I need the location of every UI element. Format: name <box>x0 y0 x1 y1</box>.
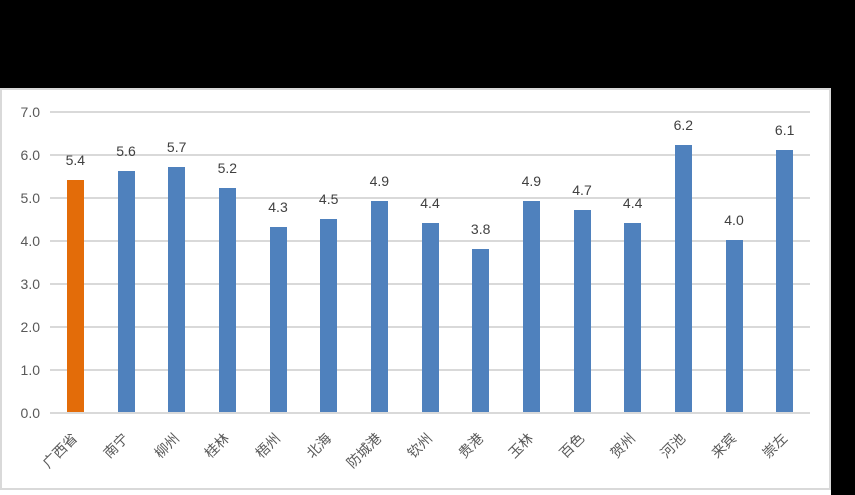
bar-value-label: 4.4 <box>622 194 643 211</box>
x-axis-category-label: 柳州 <box>150 430 182 462</box>
x-axis-category-label: 北海 <box>302 430 334 462</box>
bar-value-label: 5.2 <box>217 160 238 177</box>
x-axis-category-label: 崇左 <box>758 430 790 462</box>
x-axis-category-label: 南宁 <box>100 430 132 462</box>
y-axis-tick-label: 2.0 <box>20 319 40 335</box>
bar-value-label: 3.8 <box>470 220 491 237</box>
x-axis-category-label: 梧州 <box>252 430 284 462</box>
bar-value-label: 4.0 <box>724 212 744 228</box>
bar-value-label: 4.4 <box>420 194 440 211</box>
bar-value-label: 4.9 <box>369 173 390 190</box>
x-axis-category-label: 贺州 <box>606 430 638 462</box>
chart-bar-11 <box>573 209 591 412</box>
bar-value-label: 4.5 <box>318 190 339 207</box>
bar-value-label: 5.6 <box>116 143 136 160</box>
chart-bar-9 <box>472 248 490 412</box>
chart-bar-3 <box>168 166 186 412</box>
x-axis-category-label: 桂林 <box>201 430 233 462</box>
gridline <box>50 154 810 156</box>
bar-value-label: 6.1 <box>774 121 795 138</box>
chart-bar-1 <box>66 179 84 412</box>
bar-value-label: 4.3 <box>268 199 288 216</box>
chart-bar-14 <box>725 240 743 412</box>
chart-bar-4 <box>218 188 236 412</box>
y-axis-tick-label: 5.0 <box>20 190 40 206</box>
x-axis-category-label: 钦州 <box>404 430 436 462</box>
x-axis-category-label: 贵港 <box>454 430 486 462</box>
y-axis-tick-label: 1.0 <box>20 362 40 378</box>
gridline <box>50 111 810 113</box>
chart-bar-8 <box>421 222 439 412</box>
chart-bar-6 <box>320 218 338 412</box>
bar-value-label: 5.7 <box>166 138 187 155</box>
chart-bar-13 <box>674 145 692 412</box>
chart-bar-15 <box>776 149 794 412</box>
bar-value-label: 4.9 <box>521 173 542 190</box>
y-axis-tick-label: 3.0 <box>20 276 40 292</box>
gridline <box>50 197 810 199</box>
y-axis-tick-label: 7.0 <box>20 104 40 120</box>
bar-value-label: 6.2 <box>673 117 694 134</box>
x-axis-category-label: 广西省 <box>39 430 81 472</box>
chart-bar-10 <box>522 201 540 412</box>
chart-frame-border <box>0 88 831 490</box>
y-axis-tick-label: 0.0 <box>20 405 40 421</box>
chart-bar-5 <box>269 227 287 412</box>
y-axis-tick-label: 6.0 <box>20 147 40 163</box>
x-axis-category-label: 河池 <box>657 430 689 462</box>
bar-value-label: 5.4 <box>65 151 86 168</box>
x-axis-category-label: 百色 <box>556 430 588 462</box>
gridline <box>50 412 810 414</box>
chart-bar-7 <box>370 201 388 412</box>
chart-bar-12 <box>624 222 642 412</box>
y-axis-tick-label: 4.0 <box>20 233 40 249</box>
x-axis-category-label: 防城港 <box>343 430 385 472</box>
x-axis-category-label: 来宾 <box>708 430 740 462</box>
chart-bar-2 <box>117 171 135 412</box>
bar-value-label: 4.7 <box>572 181 592 198</box>
x-axis-category-label: 玉林 <box>505 430 537 462</box>
